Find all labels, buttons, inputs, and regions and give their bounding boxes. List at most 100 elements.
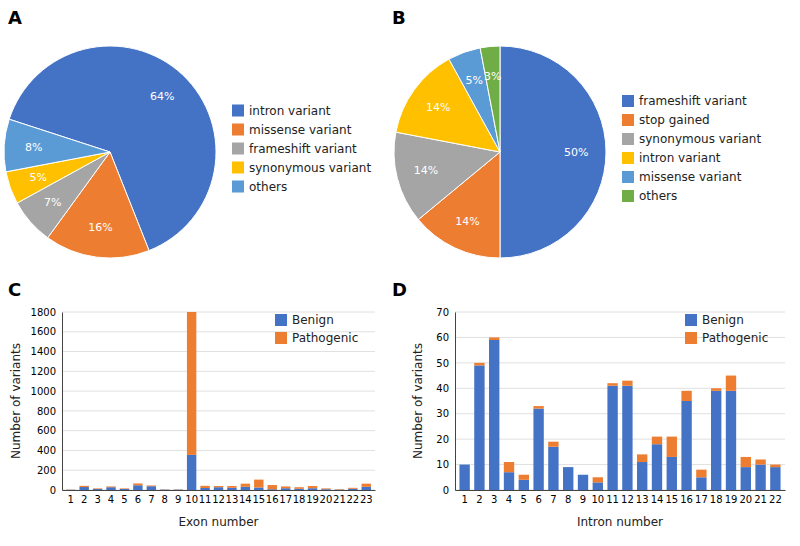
x-tick-label: 3 — [491, 494, 497, 505]
bar-segment — [241, 484, 250, 487]
x-tick: 14 — [651, 490, 664, 505]
bar-segment — [667, 457, 677, 490]
x-tick-label: 21 — [754, 494, 767, 505]
bar-segment — [652, 437, 662, 445]
x-tick-label: 1 — [68, 494, 74, 505]
bar-segment — [652, 444, 662, 490]
bar-segment — [622, 381, 632, 386]
legend: BenignPathogenic — [275, 313, 358, 345]
bar-segment — [711, 391, 721, 490]
x-tick-label: 7 — [148, 494, 154, 505]
y-tick: 1000 — [31, 386, 62, 397]
x-tick-label: 18 — [710, 494, 723, 505]
x-tick-label: 14 — [239, 494, 252, 505]
y-axis: 010203040506070 — [436, 307, 455, 496]
legend-swatch — [232, 143, 244, 155]
bar-segment — [741, 457, 751, 467]
legend-swatch — [232, 124, 244, 136]
legend-label: missense variant — [639, 170, 742, 184]
x-tick: 20 — [739, 490, 752, 505]
bar-segment — [335, 489, 344, 490]
bar-segment — [106, 486, 115, 488]
bar-segment — [578, 475, 588, 490]
legend-swatch — [622, 95, 634, 107]
x-tick-label: 20 — [739, 494, 752, 505]
bar-segment — [200, 486, 209, 488]
bar-segment — [227, 488, 236, 490]
x-tick: 16 — [266, 490, 279, 505]
figure: 64%16%7%5%8%intron variantmissense varia… — [0, 0, 800, 546]
bar-segment — [593, 477, 603, 482]
pie-slice — [4, 119, 110, 172]
bar-segment — [548, 442, 558, 447]
y-tick-label: 200 — [37, 465, 56, 476]
bars — [459, 337, 780, 490]
x-tick-label: 5 — [121, 494, 127, 505]
bar-segment — [93, 488, 102, 490]
x-tick: 12 — [212, 490, 225, 505]
y-tick: 0 — [50, 485, 62, 496]
bar-segment — [519, 480, 529, 490]
legend-label: others — [639, 189, 677, 203]
x-tick-label: 5 — [521, 494, 527, 505]
bar-segment — [133, 485, 142, 490]
x-tick-label: 20 — [320, 494, 333, 505]
bar-segment — [214, 486, 223, 487]
bar-segment — [93, 489, 102, 490]
x-tick: 10 — [185, 490, 198, 505]
bar-segment — [187, 312, 196, 455]
bar-segment — [474, 365, 484, 490]
y-tick-label: 1800 — [31, 307, 56, 318]
y-tick-label: 0 — [50, 485, 56, 496]
legend-swatch — [232, 105, 244, 117]
bar-segment — [459, 465, 469, 490]
x-tick: 8 — [162, 490, 168, 505]
x-tick: 9 — [175, 490, 181, 505]
x-tick-label: 18 — [293, 494, 306, 505]
x-tick: 20 — [320, 490, 333, 505]
bar-segment — [348, 487, 357, 489]
legend-label: others — [249, 180, 287, 194]
bar-segment — [294, 487, 303, 489]
legend-label: Benign — [702, 313, 744, 327]
bar-segment — [696, 470, 706, 478]
bar-segment — [106, 487, 115, 490]
y-tick-label: 1600 — [31, 326, 56, 337]
y-axis-line — [455, 313, 456, 491]
bar-segment — [533, 406, 543, 409]
legend-label: frameshift variant — [639, 94, 747, 108]
bar-segment — [489, 337, 499, 340]
x-tick: 4 — [108, 490, 114, 505]
legend-swatch — [622, 152, 634, 164]
bar-segment — [622, 386, 632, 490]
x-tick: 13 — [226, 490, 239, 505]
legend-label: synonymous variant — [639, 132, 761, 146]
legend-item: others — [622, 189, 677, 203]
legend-swatch — [685, 332, 697, 344]
bar-segment — [66, 489, 75, 490]
y-tick-label: 600 — [37, 425, 56, 436]
y-tick-label: 10 — [436, 459, 449, 470]
bar-segment — [607, 383, 617, 386]
panel-title: C — [8, 279, 21, 300]
bar-segment — [696, 477, 706, 490]
bar-segment — [200, 488, 209, 490]
bar-segment — [79, 486, 88, 487]
legend-item: intron variant — [232, 104, 331, 118]
legend-swatch — [622, 133, 634, 145]
y-tick: 30 — [436, 408, 455, 419]
bar-segment — [474, 363, 484, 366]
y-tick-label: 1200 — [31, 366, 56, 377]
x-tick: 8 — [565, 490, 571, 505]
y-tick-label: 30 — [436, 408, 449, 419]
bar-segment — [79, 487, 88, 490]
legend-item: missense variant — [622, 170, 742, 184]
panel-title: D — [392, 279, 407, 300]
y-tick: 20 — [436, 434, 455, 445]
y-tick: 10 — [436, 459, 455, 470]
legend-swatch — [232, 181, 244, 193]
bar-segment — [173, 489, 182, 490]
y-tick: 200 — [37, 465, 62, 476]
legend-swatch — [622, 190, 634, 202]
y-axis: 020040060080010001200140016001800 — [31, 307, 63, 496]
